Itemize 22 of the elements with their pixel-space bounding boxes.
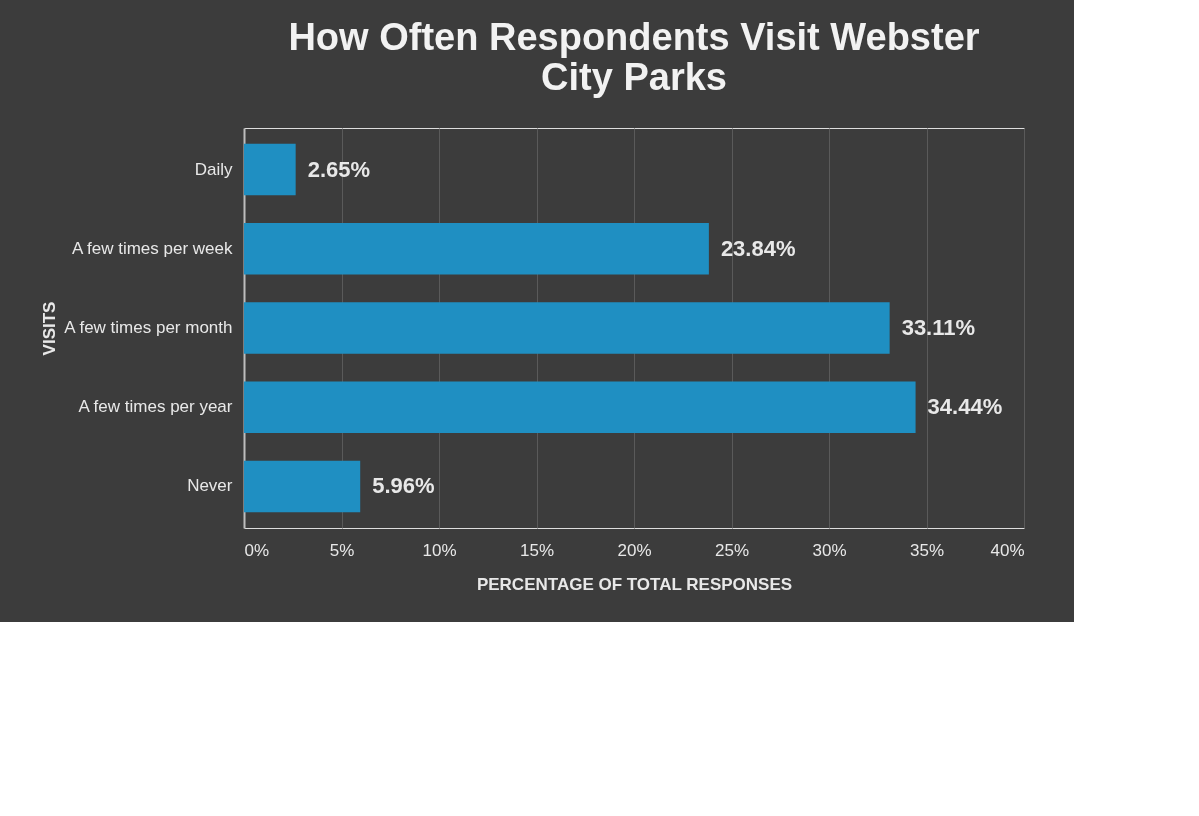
x-tick-label: 40%: [990, 540, 1025, 560]
y-tick-label: Daily: [194, 159, 233, 179]
x-tick-label: 35%: [909, 540, 945, 560]
x-tick-label: 0%: [244, 540, 270, 560]
chart-title: How Often Respondents Visit Webster City Parks: [288, 16, 980, 98]
y-axis-title: VISITS: [40, 301, 60, 356]
y-tick-label: A few times per week: [71, 238, 233, 258]
x-tick-label: 25%: [714, 540, 750, 560]
data-label: 5.96%: [372, 473, 435, 499]
x-tick-label: 20%: [617, 540, 652, 560]
data-label: 34.44%: [927, 394, 1003, 420]
data-label: 2.65%: [307, 156, 371, 182]
data-label: 33.11%: [901, 315, 976, 340]
y-tick-label: A few times per year: [78, 397, 233, 417]
y-tick-label: Never: [187, 476, 233, 496]
x-tick-label: 5%: [329, 540, 355, 560]
y-tick-label: A few times per month: [64, 318, 233, 337]
x-axis-title: PERCENTAGE OF TOTAL RESPONSES: [476, 574, 793, 594]
x-tick-label: 30%: [812, 540, 847, 560]
data-label: 23.84%: [720, 235, 796, 261]
x-tick-label: 10%: [422, 540, 457, 560]
x-tick-label: 15%: [519, 540, 555, 560]
